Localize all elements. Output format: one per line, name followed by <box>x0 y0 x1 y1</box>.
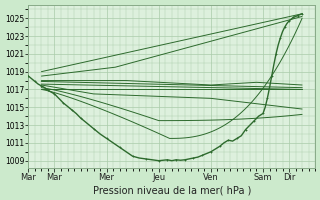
X-axis label: Pression niveau de la mer( hPa ): Pression niveau de la mer( hPa ) <box>92 185 251 195</box>
